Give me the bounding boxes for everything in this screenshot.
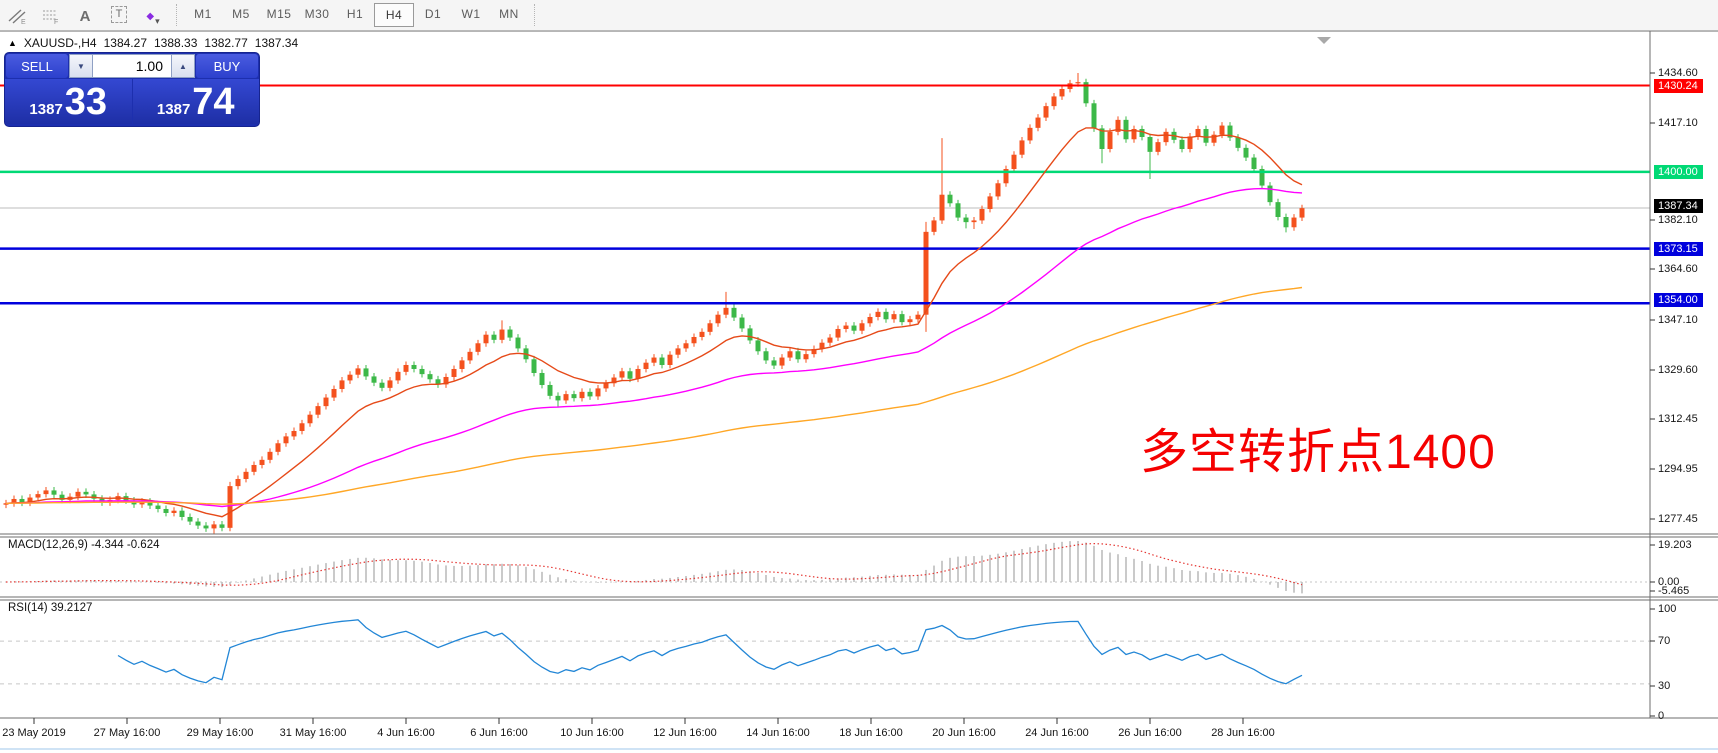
- shapes-tool[interactable]: ◆ ▾: [146, 11, 160, 26]
- text-box-tool[interactable]: T: [103, 3, 135, 27]
- rsi-line: [117, 619, 1303, 685]
- low-value: 1382.77: [204, 36, 248, 50]
- rsi-indicator-label: RSI(14) 39.2127: [8, 602, 93, 614]
- macd-tick-label: 19.203: [1658, 539, 1692, 551]
- pivot-price-badge: 1400.00: [1654, 165, 1703, 179]
- time-tick-label: 27 May 16:00: [93, 727, 161, 739]
- time-tick-label: 29 May 16:00: [186, 727, 254, 739]
- volume-decrease-button[interactable]: ▼: [69, 54, 93, 78]
- buy-price-small-digits: 1387: [156, 101, 191, 118]
- toolbar: E F A T ◆ ▾ M1 M5 M15 M30 H1 H4 D1 W1 MN: [0, 0, 1718, 31]
- price-tick-label: 1312.45: [1658, 413, 1698, 425]
- current-price-badge: 1387.34: [1654, 199, 1703, 213]
- one-click-trading-panel: SELL ▼ 1.00 ▲ BUY 1387 33 1387 74: [5, 53, 259, 126]
- high-value: 1388.33: [154, 36, 198, 50]
- sell-button[interactable]: SELL: [6, 54, 68, 78]
- buy-price-big-digits: 74: [192, 81, 235, 123]
- rsi-tick-label: 0: [1658, 710, 1665, 722]
- time-tick-label: 23 May 2019: [2, 727, 66, 739]
- time-tick-label: 6 Jun 16:00: [470, 727, 528, 739]
- time-tick-label: 28 Jun 16:00: [1211, 727, 1275, 739]
- timeframe-button-h1[interactable]: H1: [346, 7, 364, 21]
- timeframe-button-m5[interactable]: M5: [232, 7, 250, 21]
- sell-price-small-digits: 1387: [29, 101, 63, 118]
- svg-text:E: E: [21, 19, 26, 24]
- price-tick-label: 1277.45: [1658, 513, 1698, 525]
- buy-price-display[interactable]: 1387 74: [132, 79, 259, 124]
- close-value: 1387.34: [254, 36, 299, 50]
- price-tick-label: 1434.60: [1658, 67, 1698, 79]
- price-tick-label: 1347.10: [1658, 314, 1698, 326]
- volume-input[interactable]: 1.00: [93, 54, 171, 78]
- symbol-label: XAUUSD-,H4: [23, 36, 97, 50]
- time-tick-label: 31 May 16:00: [279, 727, 347, 739]
- timeframe-button-mn[interactable]: MN: [499, 7, 519, 21]
- svg-text:F: F: [54, 19, 58, 24]
- timeframe-button-m30[interactable]: M30: [304, 7, 330, 21]
- price-tick-label: 1382.10: [1658, 214, 1698, 226]
- timeframe-button-m15[interactable]: M15: [266, 7, 292, 21]
- time-tick-label: 14 Jun 16:00: [746, 727, 810, 739]
- time-tick-label: 26 Jun 16:00: [1118, 727, 1182, 739]
- rsi-tick-label: 70: [1658, 635, 1671, 647]
- price-tick-label: 1417.10: [1658, 117, 1698, 129]
- macd-signal-line: [5, 542, 1303, 586]
- chart-shift-triangle[interactable]: [1317, 37, 1331, 44]
- sell-price-display[interactable]: 1387 33: [5, 79, 132, 124]
- sell-price-big-digits: 33: [64, 81, 108, 123]
- buy-button[interactable]: BUY: [196, 54, 258, 78]
- toolbar-separator: [534, 4, 536, 26]
- support2-price-badge: 1354.00: [1654, 293, 1703, 307]
- toolbar-separator: [176, 4, 178, 26]
- rsi-tick-label: 100: [1658, 603, 1677, 615]
- ma-55-line: [5, 187, 1303, 508]
- time-tick-label: 20 Jun 16:00: [932, 727, 996, 739]
- rsi-tick-label: 30: [1658, 680, 1671, 692]
- window-bottom-edge: [0, 748, 1718, 750]
- macd-tick-label: -5.465: [1658, 585, 1690, 597]
- timeframe-button-h4[interactable]: H4: [374, 3, 414, 27]
- support1-price-badge: 1373.15: [1654, 242, 1703, 256]
- ma-13-line: [5, 127, 1303, 518]
- resistance-price-badge: 1430.24: [1654, 79, 1703, 93]
- text-label-tool[interactable]: A: [79, 8, 91, 25]
- macd-indicator-label: MACD(12,26,9) -4.344 -0.624: [8, 539, 160, 551]
- open-value: 1384.27: [103, 36, 147, 50]
- timeframe-button-w1[interactable]: W1: [461, 7, 481, 21]
- time-tick-label: 12 Jun 16:00: [653, 727, 717, 739]
- chart-text-annotation: 多空转折点1400: [1140, 426, 1496, 479]
- macd-tick-label: 0.00: [1658, 576, 1680, 588]
- ma-150-line: [5, 286, 1303, 505]
- volume-increase-button[interactable]: ▲: [171, 54, 195, 78]
- time-tick-label: 18 Jun 16:00: [839, 727, 903, 739]
- collapse-triangle-icon[interactable]: ▲: [8, 38, 17, 48]
- price-tick-label: 1364.60: [1658, 263, 1698, 275]
- timeframe-button-d1[interactable]: D1: [424, 7, 442, 21]
- price-tick-label: 1294.95: [1658, 463, 1698, 475]
- time-tick-label: 4 Jun 16:00: [377, 727, 435, 739]
- drawing-tools-group: E F A T ◆ ▾: [0, 3, 170, 27]
- timeframe-button-m1[interactable]: M1: [194, 7, 212, 21]
- price-tick-label: 1329.60: [1658, 364, 1698, 376]
- time-tick-label: 24 Jun 16:00: [1025, 727, 1089, 739]
- fibonacci-retracement-tool[interactable]: F: [35, 3, 67, 27]
- chart-ohlc-header: ▲ XAUUSD-,H4 1384.27 1388.33 1382.77 138…: [8, 36, 298, 50]
- time-tick-label: 10 Jun 16:00: [560, 727, 624, 739]
- equidistant-channel-tool[interactable]: E: [1, 3, 33, 27]
- timeframe-group: M1 M5 M15 M30 H1 H4 D1 W1 MN: [184, 3, 528, 27]
